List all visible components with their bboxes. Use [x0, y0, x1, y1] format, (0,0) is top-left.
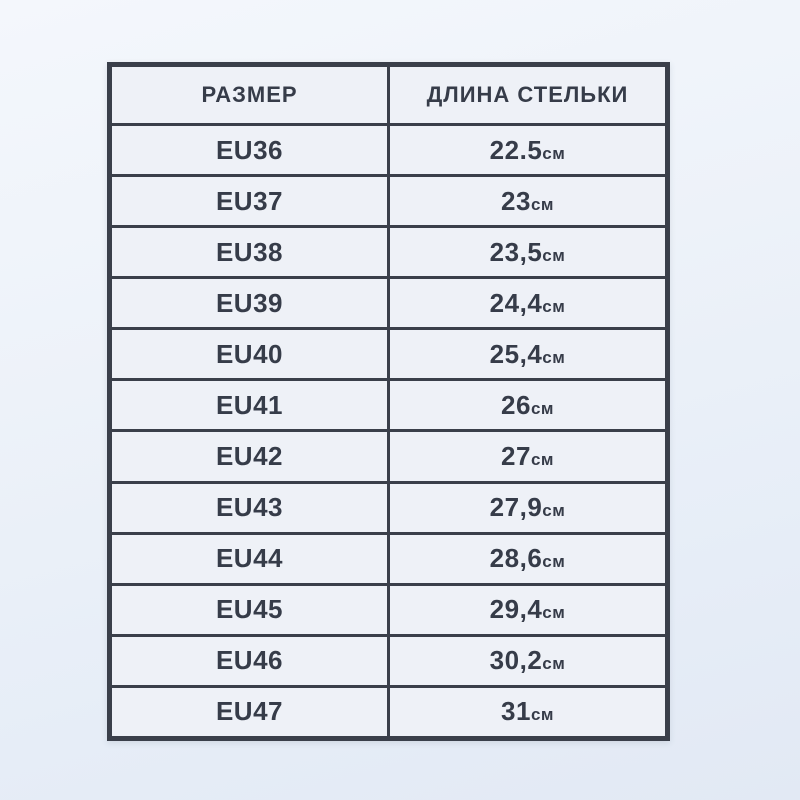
length-value: 31 — [501, 696, 531, 727]
table-row: EU45 29,4см — [108, 582, 669, 637]
length-value: 27 — [501, 441, 531, 471]
table-row: EU37 23см — [108, 174, 669, 229]
length-cell: 22.5см — [387, 122, 669, 178]
size-cell: EU40 — [108, 327, 390, 382]
table-header: РАЗМЕР ДЛИНА СТЕЛЬКИ — [108, 63, 669, 126]
size-label: EU47 — [215, 696, 284, 727]
length-cell: 23,5см — [387, 225, 669, 280]
header-insole-length: ДЛИНА СТЕЛЬКИ — [387, 63, 669, 126]
table-row: EU46 30,2см — [108, 633, 669, 688]
length-cell: 27см — [387, 429, 669, 484]
length-value: 30,2 — [489, 645, 543, 676]
size-label: EU42 — [215, 441, 284, 471]
length-unit: см — [542, 143, 566, 163]
size-cell: EU43 — [108, 480, 390, 535]
size-label: EU44 — [215, 543, 284, 574]
length-value: 29,4 — [489, 594, 543, 625]
length-value: 24,4 — [489, 287, 543, 318]
header-insole-length-label: ДЛИНА СТЕЛЬКИ — [426, 82, 629, 107]
table-row: EU47 31см — [108, 684, 669, 741]
size-cell: EU42 — [108, 429, 390, 484]
length-unit: см — [542, 296, 566, 316]
length-value: 25,4 — [489, 338, 543, 369]
table-row: EU36 22.5см — [108, 122, 669, 178]
length-unit: см — [542, 603, 566, 623]
size-cell: EU37 — [108, 174, 390, 229]
length-value: 22.5 — [489, 134, 543, 165]
table-row: EU38 23,5см — [108, 225, 669, 280]
table-row: EU44 28,6см — [108, 531, 669, 586]
table-row: EU41 26см — [108, 378, 669, 433]
length-unit: см — [542, 552, 566, 572]
length-unit: см — [542, 245, 566, 265]
length-unit: см — [542, 347, 566, 367]
length-cell: 30,2см — [387, 633, 669, 688]
length-cell: 27,9см — [387, 480, 669, 535]
length-unit: см — [530, 450, 554, 469]
length-cell: 23см — [387, 174, 669, 229]
size-cell: EU46 — [108, 633, 390, 688]
size-label: EU36 — [215, 134, 284, 165]
size-label: EU41 — [215, 389, 284, 420]
size-label: EU37 — [215, 185, 284, 216]
size-label: EU38 — [215, 236, 284, 267]
table-row: EU39 24,4см — [108, 276, 669, 331]
length-value: 23 — [501, 185, 531, 216]
size-label: EU43 — [215, 492, 284, 523]
length-cell: 24,4см — [387, 276, 669, 331]
table-row: EU43 27,9см — [108, 480, 669, 535]
length-unit: см — [542, 654, 566, 674]
size-cell: EU36 — [108, 122, 390, 178]
size-cell: EU38 — [108, 225, 390, 280]
length-value: 28,6 — [489, 543, 543, 574]
length-cell: 29,4см — [387, 582, 669, 637]
size-cell: EU47 — [108, 684, 390, 741]
length-cell: 28,6см — [387, 531, 669, 586]
length-unit: см — [542, 501, 566, 521]
size-cell: EU44 — [108, 531, 390, 586]
size-cell: EU39 — [108, 276, 390, 331]
length-value: 27,9 — [489, 492, 543, 523]
table-row: EU42 27см — [108, 429, 669, 484]
size-label: EU39 — [215, 287, 284, 318]
size-label: EU46 — [215, 645, 284, 676]
size-cell: EU41 — [108, 378, 390, 433]
header-row: РАЗМЕР ДЛИНА СТЕЛЬКИ — [108, 63, 669, 126]
table-row: EU40 25,4см — [108, 327, 669, 382]
length-value: 26 — [501, 389, 531, 420]
header-size: РАЗМЕР — [108, 63, 390, 126]
length-cell: 25,4см — [387, 327, 669, 382]
length-value: 23,5 — [489, 236, 543, 267]
header-size-label: РАЗМЕР — [201, 82, 298, 107]
size-label: EU45 — [215, 594, 284, 625]
size-cell: EU45 — [108, 582, 390, 637]
length-unit: см — [530, 398, 554, 418]
table-body: EU36 22.5см EU37 23см EU38 23,5см EU39 2… — [108, 122, 669, 741]
length-unit: см — [530, 705, 554, 725]
size-conversion-table: РАЗМЕР ДЛИНА СТЕЛЬКИ EU36 22.5см EU37 23… — [107, 62, 670, 741]
length-cell: 31см — [387, 684, 669, 741]
length-cell: 26см — [387, 378, 669, 433]
length-unit: см — [530, 194, 554, 214]
size-label: EU40 — [215, 338, 284, 369]
